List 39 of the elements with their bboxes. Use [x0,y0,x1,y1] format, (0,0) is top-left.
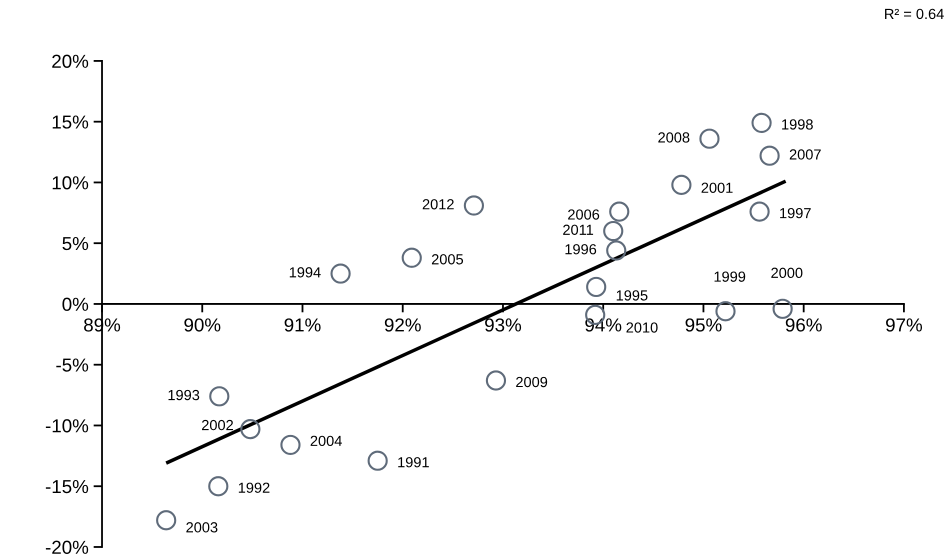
annotation: 2009 [516,376,548,388]
x-tick-label: 96% [786,318,822,332]
y-tick-label: -20% [46,540,88,554]
annotation: 2011 [563,224,594,235]
annotation: 1995 [616,290,648,301]
annotation: 2008 [658,132,690,143]
y-tick-label: 10% [52,176,88,190]
annotation: 1997 [780,208,811,218]
annotation: 1996 [565,244,596,254]
y-tick-label: -15% [46,480,88,494]
y-tick-label: -10% [46,419,88,432]
y-tick-label: -5% [56,358,88,372]
x-tick-label: 93% [485,318,522,332]
y-tick-label: 0% [62,298,88,311]
text: R² = 0.64 [885,8,944,20]
annotation: 1994 [290,267,321,278]
y-tick-label: 5% [62,236,88,250]
x-tick-label: 91% [284,318,321,332]
y-tick-label: 20% [52,54,88,68]
y-tick-label: 15% [52,115,88,129]
annotation: 1993 [168,390,200,400]
annotation: 2001 [702,182,733,193]
annotation: 2010 [626,322,658,333]
x-tick-label: 90% [184,318,220,332]
annotation: 2005 [432,254,464,264]
annotation: 2006 [568,209,600,220]
annotation: 1999 [714,272,746,282]
x-tick-label: 95% [686,318,722,332]
annotation: 2000 [771,268,802,278]
annotation: 2002 [202,420,233,430]
x-tick-label: 97% [886,318,922,332]
annotation: 2012 [422,199,454,210]
annotation: 2004 [310,436,342,446]
annotation: 1998 [782,119,813,130]
annotation: 2007 [790,149,821,160]
annotation: 1991 [398,457,429,468]
x-tick-label: 92% [384,318,421,332]
annotation: 2003 [186,522,218,532]
annotation: 1992 [238,482,270,493]
